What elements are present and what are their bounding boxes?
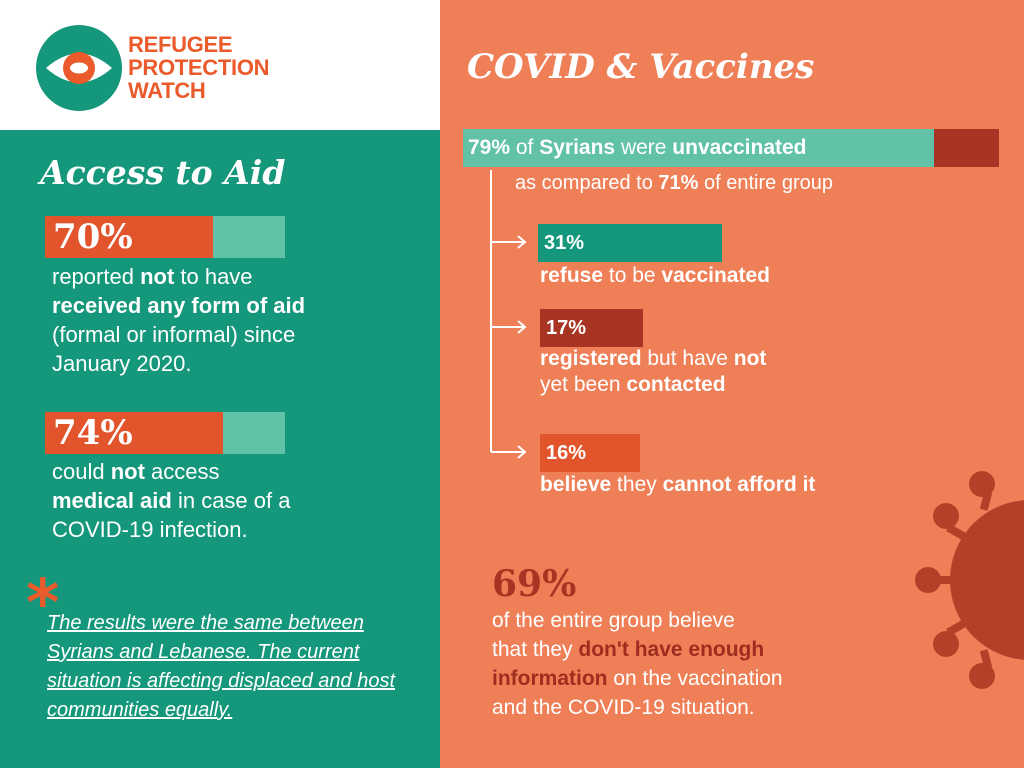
desc-bold: received any form of aid (52, 293, 306, 318)
asterisk-icon: * (26, 567, 60, 641)
footnote: The results were the same between Syrian… (47, 609, 432, 725)
desc-text: in case of a COVID-19 infection. (52, 488, 291, 542)
reason-pct-refuse: 31% (544, 232, 585, 254)
stat-bar-no-aid: 70% (45, 216, 285, 258)
logo-line-2: PROTECTION (128, 55, 270, 80)
desc-text: access (144, 459, 220, 484)
desc-text: reported (52, 264, 141, 289)
desc-text: (formal or informal) since January 2020. (52, 322, 296, 376)
desc-text: to have (174, 264, 253, 289)
eye-icon (36, 25, 122, 111)
info-line: and the COVID-19 situation. (492, 696, 755, 719)
unvaccinated-headline: 79% of Syrians were unvaccinated (468, 129, 807, 167)
headline-text: of (510, 136, 540, 159)
reason-text: to be (603, 264, 662, 287)
reason-pct-not-contacted: 17% (546, 317, 587, 339)
virus-icon (915, 471, 1024, 689)
reason-text-cannot-afford: believe they cannot afford it (540, 472, 815, 498)
covid-vaccines-title: COVID & Vaccines (467, 47, 815, 87)
info-bold: don't have enough (578, 638, 765, 661)
reason-bar-not-contacted: 17% (540, 309, 643, 347)
headline-status: unvaccinated (672, 136, 807, 159)
stat-bar-fill (45, 412, 223, 454)
headline-subject: Syrians (539, 136, 616, 159)
info-text: of the entire group believe that they do… (492, 606, 783, 722)
reason-bold: not (733, 347, 767, 370)
stat-bar-fill (45, 216, 213, 258)
reason-bold: believe (540, 473, 612, 496)
headline-pct: 79% (468, 136, 511, 159)
desc-text: could (52, 459, 111, 484)
reason-text: yet been (540, 373, 627, 396)
reason-text-not-contacted: registered but have not yet been contact… (540, 346, 766, 398)
stat-value-no-aid: 70% (53, 217, 133, 257)
unvaccinated-bar-fill (463, 129, 934, 167)
reason-bar-refuse: 31% (538, 224, 722, 262)
reason-text: but have (641, 347, 734, 370)
compare-pct: 71% (658, 172, 699, 194)
desc-bold: medical aid (52, 488, 172, 513)
reason-bold: contacted (626, 373, 726, 396)
comparison-text: as compared to 71% of entire group (515, 170, 833, 196)
footnote-text: The results were the same between Syrian… (47, 612, 395, 721)
stat-bar-no-medical-aid: 74% (45, 412, 285, 454)
logo-wordmark: REFUGEE PROTECTION WATCH (128, 32, 270, 103)
info-pct: 69% (492, 563, 577, 605)
covid-vaccines-panel (440, 0, 1024, 768)
info-line: on the vaccination (607, 667, 783, 690)
logo-line-1: REFUGEE (128, 32, 233, 57)
reason-bold: registered (540, 347, 642, 370)
reason-bar-cannot-afford: 16% (540, 434, 640, 472)
logo-line-3: WATCH (128, 78, 206, 103)
compare-text: as compared to (515, 172, 659, 194)
stat-description-no-aid: reported not to have received any form o… (52, 262, 322, 378)
info-line: of the entire group believe (492, 609, 735, 632)
unvaccinated-bar-remainder (934, 129, 999, 167)
access-to-aid-title: Access to Aid (40, 153, 286, 192)
reason-tree-connector (490, 170, 527, 459)
info-line: that they (492, 638, 579, 661)
desc-bold: not (140, 264, 175, 289)
headline-text: were (615, 136, 673, 159)
stat-bar-remainder (213, 216, 285, 258)
info-bold: information (492, 667, 608, 690)
reason-bold: vaccinated (661, 264, 770, 287)
reason-bold: refuse (540, 264, 604, 287)
desc-bold: not (110, 459, 145, 484)
stat-description-no-medical-aid: could not access medical aid in case of … (52, 457, 312, 544)
reason-pct-cannot-afford: 16% (546, 442, 587, 464)
reason-bold: cannot afford it (662, 473, 816, 496)
stat-value-no-medical-aid: 74% (53, 413, 133, 453)
reason-text-refuse: refuse to be vaccinated (540, 263, 770, 289)
unvaccinated-bar: 79% of Syrians were unvaccinated (463, 129, 999, 167)
stat-bar-remainder (223, 412, 285, 454)
reason-text: they (611, 473, 663, 496)
compare-suffix: of entire group (698, 172, 833, 194)
